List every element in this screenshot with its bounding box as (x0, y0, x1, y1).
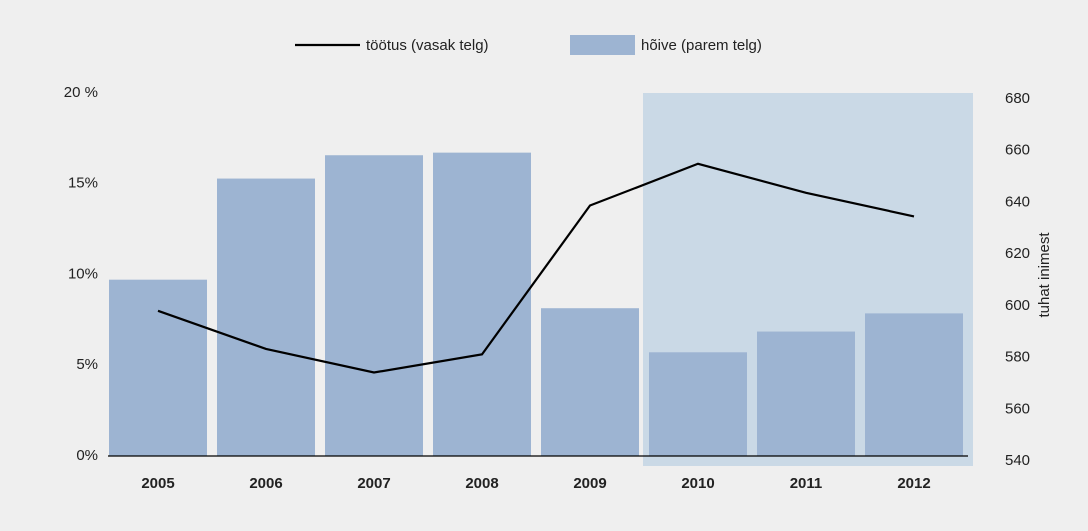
x-tick-label: 2005 (141, 475, 174, 492)
legend-swatch (570, 35, 635, 55)
bar (757, 331, 855, 456)
y2-tick-label: 660 (1005, 142, 1030, 159)
x-tick-label: 2007 (357, 475, 390, 492)
y-tick-label: 0% (76, 447, 98, 464)
x-tick-label: 2012 (897, 475, 930, 492)
x-tick-label: 2011 (790, 475, 823, 492)
bar (865, 313, 963, 456)
bar (217, 178, 315, 457)
y2-tick-label: 580 (1005, 349, 1030, 366)
y2-tick-label: 620 (1005, 245, 1030, 262)
y-tick-label: 20 % (64, 84, 98, 101)
y2-tick-label: 600 (1005, 297, 1030, 314)
y-tick-label: 10% (68, 265, 98, 282)
legend-label: hõive (parem telg) (641, 37, 762, 54)
y2-tick-label: 640 (1005, 193, 1030, 210)
x-tick-label: 2008 (465, 475, 498, 492)
bar (541, 308, 639, 456)
x-tick-label: 2009 (573, 475, 606, 492)
y2-tick-label: 560 (1005, 400, 1030, 417)
y-tick-label: 15% (68, 175, 98, 192)
y-tick-label: 5% (76, 356, 98, 373)
x-tick-label: 2006 (249, 475, 282, 492)
x-tick-label: 2010 (681, 475, 714, 492)
y2-tick-label: 540 (1005, 452, 1030, 469)
bar (109, 279, 207, 456)
bar (325, 155, 423, 456)
y2-axis-label: tuhat inimest (1036, 232, 1053, 318)
legend-label: töötus (vasak telg) (366, 37, 489, 54)
line-series (157, 162, 915, 374)
bar (433, 152, 531, 456)
y2-tick-label: 680 (1005, 90, 1030, 107)
bar (649, 352, 747, 456)
